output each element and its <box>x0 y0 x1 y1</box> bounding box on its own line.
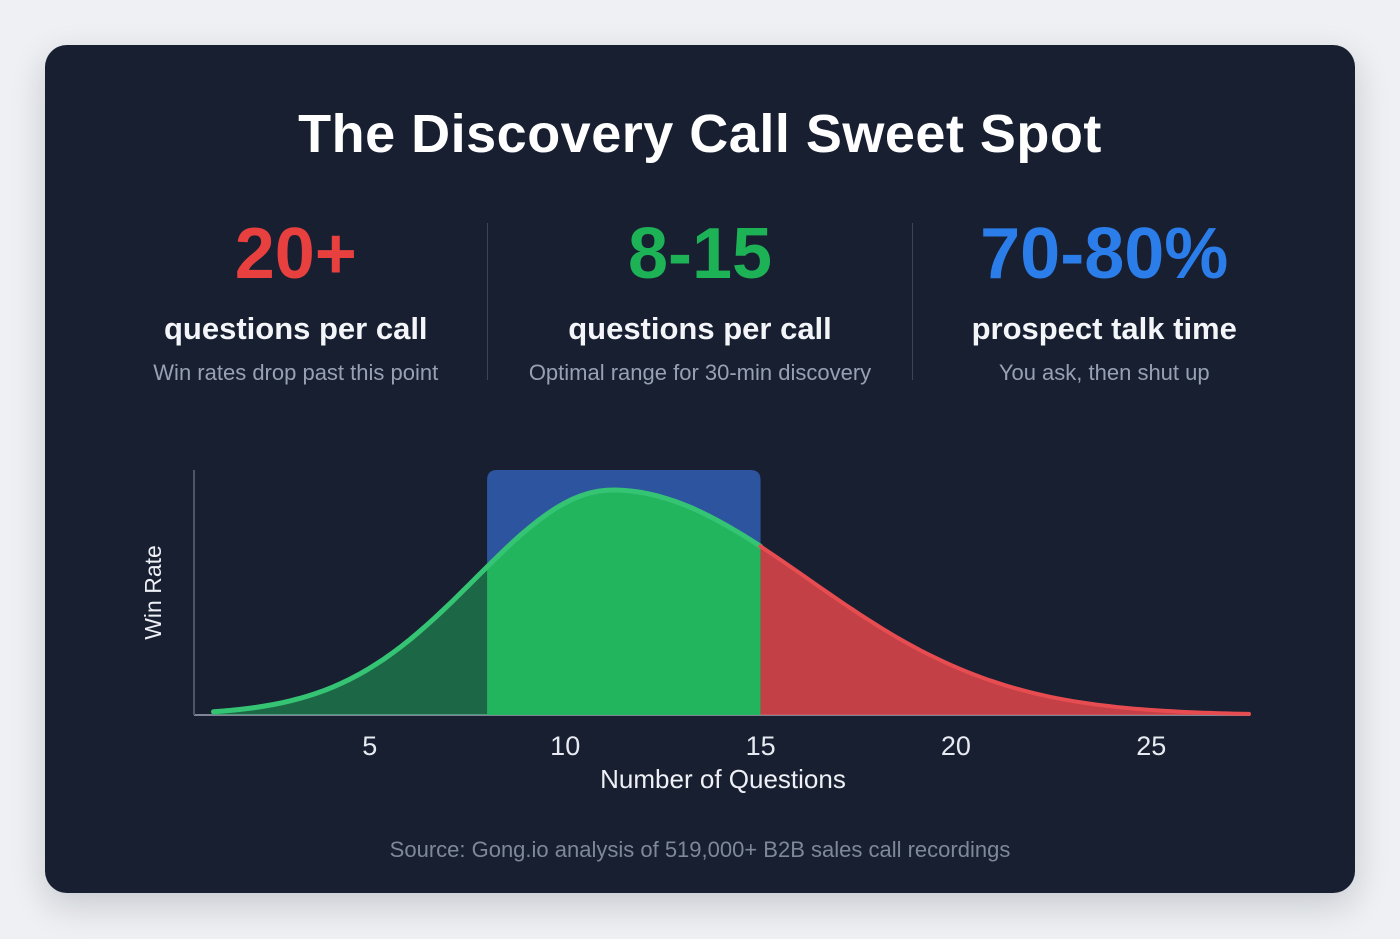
source-attribution: Source: Gong.io analysis of 519,000+ B2B… <box>389 836 1011 862</box>
stat-value: 70-80% <box>980 214 1229 294</box>
curve-stroke-red <box>758 543 1251 716</box>
stat-too-many-questions: 20+ questions per call Win rates drop pa… <box>105 214 487 386</box>
stat-subtext: You ask, then shut up <box>998 359 1210 385</box>
y-axis-label: Win Rate <box>139 544 166 640</box>
x-tick-label: 25 <box>1136 731 1166 761</box>
area-declining <box>760 545 1249 715</box>
stat-label: questions per call <box>568 310 832 346</box>
bell-curve-svg: 5 10 15 20 25 <box>193 469 1251 761</box>
win-rate-chart: Win Rate 5 10 15 20 25 <box>140 469 1253 762</box>
infographic-card: The Discovery Call Sweet Spot 20+ questi… <box>45 45 1355 893</box>
page-title: The Discovery Call Sweet Spot <box>298 104 1102 164</box>
stat-label: questions per call <box>163 310 428 346</box>
x-tick-label: 15 <box>746 731 776 761</box>
area-rising <box>213 566 488 715</box>
x-tick-label: 10 <box>550 731 580 761</box>
curve-stroke-green <box>211 487 764 714</box>
stat-value: 8-15 <box>627 214 773 294</box>
x-axis-label: Number of Questions <box>600 763 846 794</box>
stat-value: 20+ <box>234 214 357 294</box>
area-optimal <box>487 489 761 715</box>
stat-label: prospect talk time <box>971 310 1237 346</box>
stat-subtext: Optimal range for 30-min discovery <box>528 359 872 385</box>
stat-optimal-questions: 8-15 questions per call Optimal range fo… <box>488 214 913 386</box>
stats-divider <box>486 223 488 380</box>
stat-subtext: Win rates drop past this point <box>153 359 439 385</box>
stats-divider <box>912 223 914 380</box>
x-tick-label: 20 <box>941 731 971 761</box>
stat-talk-time: 70-80% prospect talk time You ask, then … <box>913 214 1295 386</box>
x-tick-label: 5 <box>362 731 377 761</box>
stats-row: 20+ questions per call Win rates drop pa… <box>45 214 1355 386</box>
